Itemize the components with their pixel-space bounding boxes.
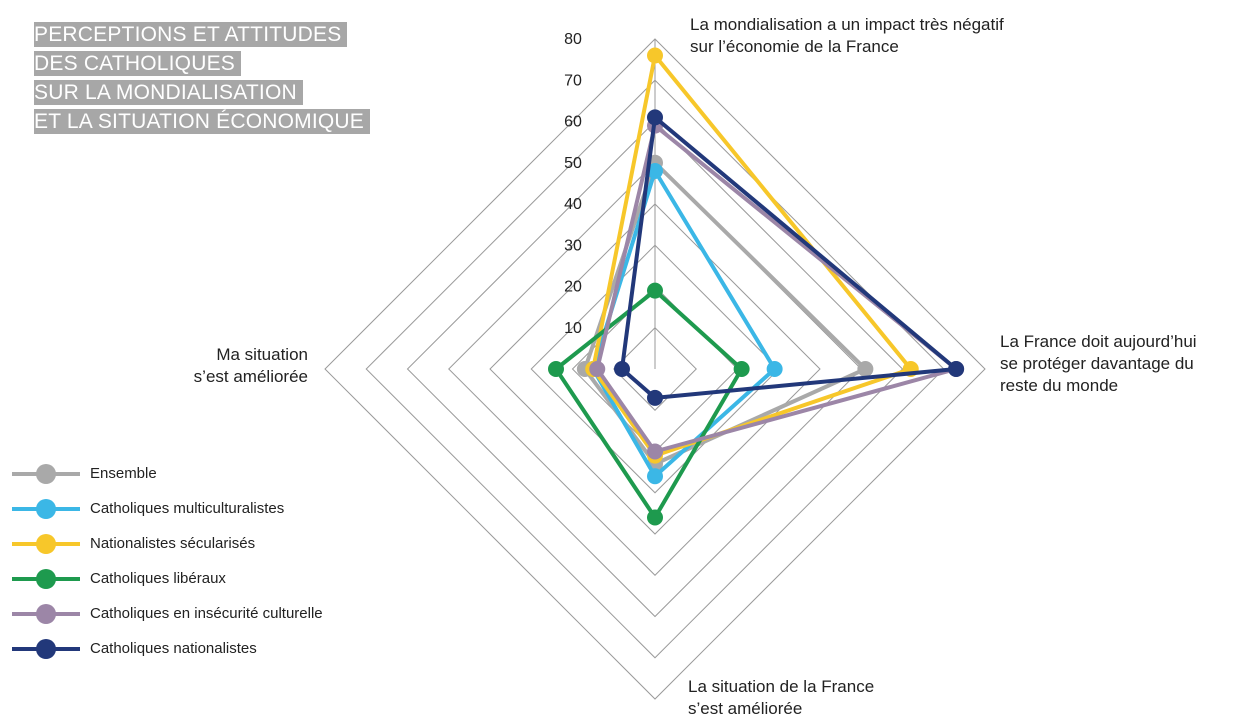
grid-ring [324, 38, 986, 700]
data-point [948, 361, 965, 377]
legend-swatch [12, 463, 80, 484]
legend: Ensemble Catholiques multiculturalistes … [12, 456, 323, 666]
series [548, 282, 750, 526]
legend-swatch [12, 603, 80, 624]
series-line [620, 115, 959, 400]
grid-ring [365, 79, 945, 659]
legend-item[interactable]: Ensemble [12, 456, 323, 491]
data-point [647, 468, 663, 485]
data-point [647, 163, 663, 179]
data-point [647, 389, 663, 406]
tick-label: 10 [564, 320, 582, 337]
legend-item[interactable]: Nationalistes sécularisés [12, 526, 323, 561]
data-point [647, 282, 663, 299]
tick-label: 50 [564, 155, 582, 172]
data-point [548, 361, 564, 377]
radar-tick-labels: 10 20 30 40 50 60 70 80 [564, 31, 582, 337]
series-line [591, 169, 777, 479]
grid-ring [530, 244, 780, 494]
title-line: SUR LA MONDIALISATION [34, 80, 370, 105]
grid-ring [406, 120, 904, 618]
legend-swatch [12, 638, 80, 659]
data-point [614, 361, 630, 377]
grid-ring [489, 203, 821, 535]
data-point [647, 509, 663, 526]
data-point [733, 361, 750, 377]
legend-item[interactable]: Catholiques nationalistes [12, 631, 323, 666]
axis-label-top: La mondialisation a un impact très négat… [690, 15, 1004, 56]
data-point [857, 361, 874, 377]
legend-swatch [12, 533, 80, 554]
legend-swatch [12, 568, 80, 589]
title-line: PERCEPTIONS ET ATTITUDES [34, 22, 370, 47]
chart-title: PERCEPTIONS ET ATTITUDES DES CATHOLIQUES… [34, 22, 370, 138]
data-point [589, 361, 606, 377]
series [614, 109, 965, 406]
tick-label: 60 [564, 114, 582, 131]
data-point [766, 361, 783, 377]
legend-item[interactable]: Catholiques libéraux [12, 561, 323, 596]
radar-series [548, 47, 965, 526]
tick-label: 30 [564, 237, 582, 254]
axis-label-bottom: La situation de la France s’est amélioré… [688, 677, 875, 718]
tick-label: 40 [564, 196, 582, 213]
data-point [647, 47, 663, 64]
tick-label: 80 [564, 31, 582, 48]
tick-label: 70 [564, 72, 582, 89]
tick-label: 20 [564, 279, 582, 296]
axis-label-right: La France doit aujourd’hui se protéger d… [1000, 332, 1197, 395]
legend-item[interactable]: Catholiques multiculturalistes [12, 491, 323, 526]
title-line: DES CATHOLIQUES [34, 51, 370, 76]
radar-grid [324, 38, 986, 700]
title-line: ET LA SITUATION ÉCONOMIQUE [34, 109, 370, 134]
grid-ring [613, 327, 697, 411]
series [576, 154, 874, 472]
legend-swatch [12, 498, 80, 519]
data-point [647, 109, 663, 126]
data-point [647, 443, 663, 460]
axis-label-left: Ma situation s’est améliorée [193, 345, 308, 386]
legend-item[interactable]: Catholiques en insécurité culturelle [12, 596, 323, 631]
